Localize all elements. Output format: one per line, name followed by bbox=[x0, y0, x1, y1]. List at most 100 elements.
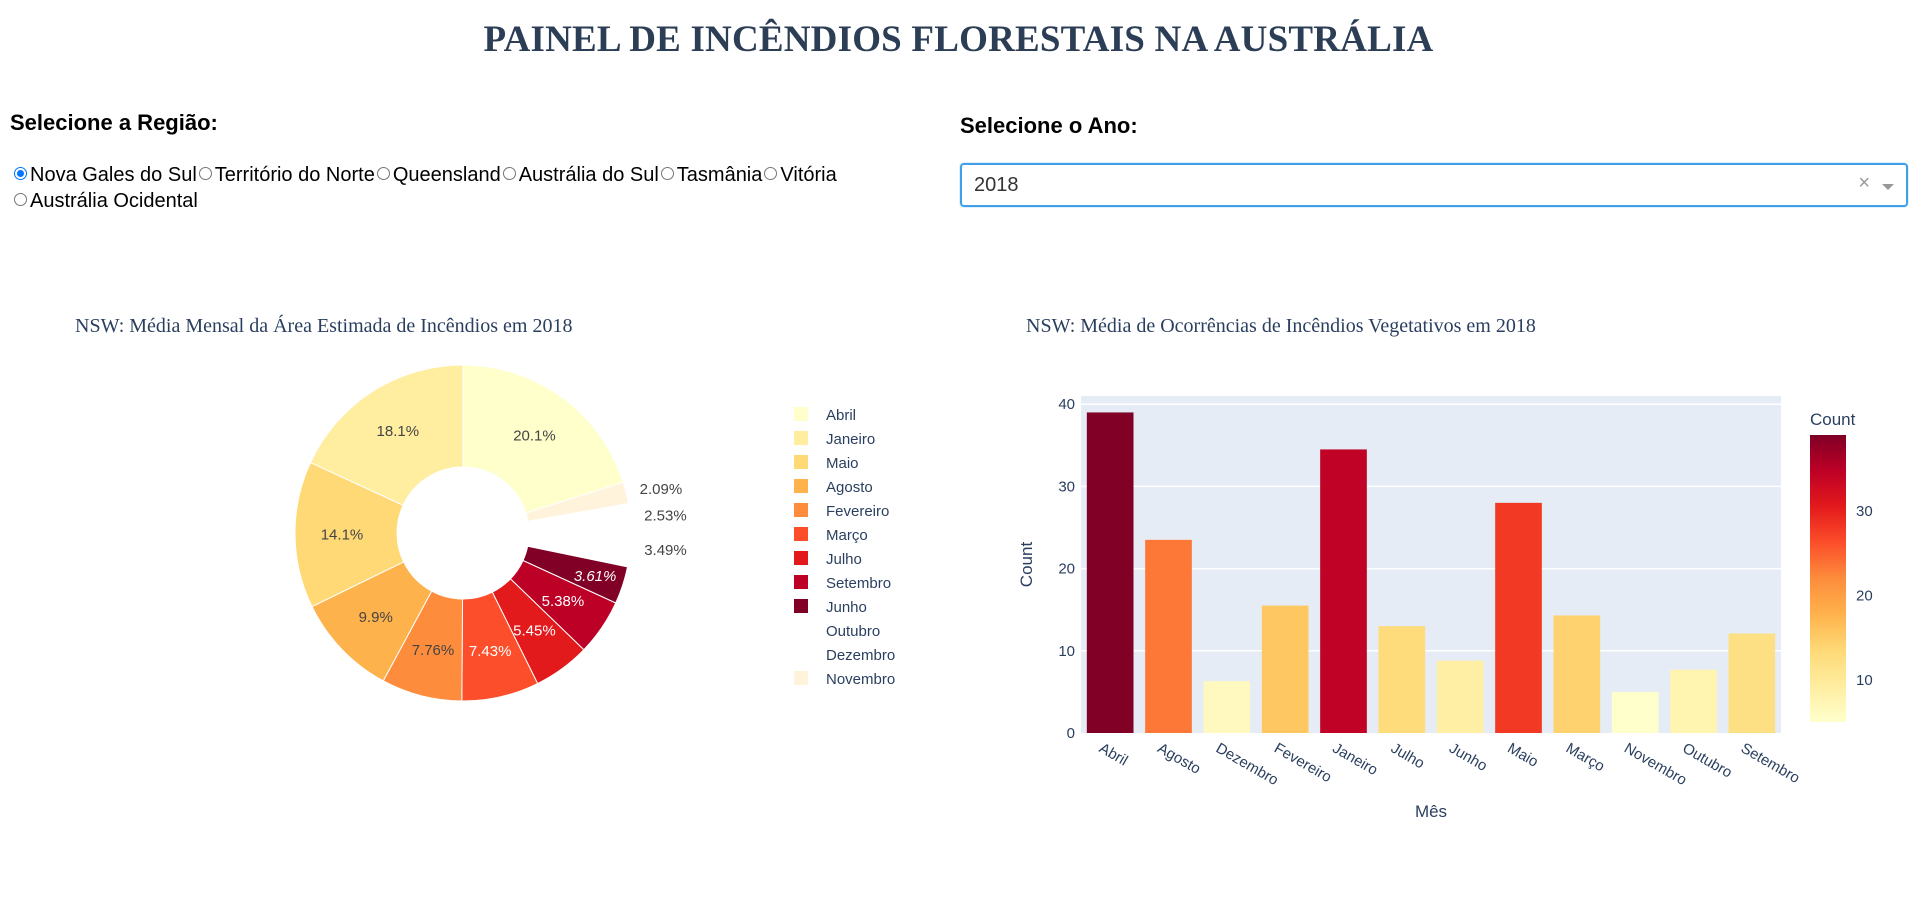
y-tick-label: 10 bbox=[1058, 643, 1075, 660]
legend-swatch[interactable] bbox=[794, 623, 808, 637]
clear-icon[interactable]: × bbox=[1858, 172, 1870, 194]
x-tick-label: Março bbox=[1563, 740, 1608, 776]
x-tick-label: Julho bbox=[1388, 740, 1428, 773]
region-selector-label: Selecione a Região: bbox=[10, 110, 218, 135]
pie-slice[interactable] bbox=[309, 364, 464, 506]
region-option[interactable]: Território do Norte bbox=[198, 162, 375, 188]
bar[interactable] bbox=[1261, 605, 1309, 733]
legend-label[interactable]: Fevereiro bbox=[826, 503, 889, 520]
pie-slice-label: 5.45% bbox=[513, 623, 556, 640]
x-tick-label: Dezembro bbox=[1213, 740, 1281, 789]
region-option-label: Queensland bbox=[392, 164, 501, 186]
bar-chart-title: NSW: Média de Ocorrências de Incêndios V… bbox=[1026, 315, 1536, 337]
bar[interactable] bbox=[1203, 681, 1251, 733]
legend-swatch[interactable] bbox=[794, 599, 808, 613]
bar[interactable] bbox=[1728, 633, 1776, 733]
y-tick-label: 30 bbox=[1058, 478, 1075, 495]
bar[interactable] bbox=[1320, 449, 1367, 733]
x-tick-label: Janeiro bbox=[1330, 740, 1381, 779]
legend-label[interactable]: Março bbox=[826, 527, 868, 544]
legend-swatch[interactable] bbox=[794, 479, 808, 493]
pie-slice-label: 7.76% bbox=[412, 642, 455, 659]
legend-label[interactable]: Julho bbox=[826, 551, 862, 568]
region-option[interactable]: Vitória bbox=[764, 162, 837, 188]
colorbar-tick-label: 30 bbox=[1856, 503, 1873, 520]
chevron-down-icon[interactable] bbox=[1882, 184, 1894, 190]
pie-slice-label: 18.1% bbox=[377, 423, 420, 440]
x-tick-label: Maio bbox=[1505, 740, 1542, 771]
legend-label[interactable]: Dezembro bbox=[826, 647, 895, 664]
pie-slice[interactable] bbox=[294, 461, 405, 608]
colorbar-tick-label: 20 bbox=[1856, 587, 1873, 604]
region-option-label: Tasmânia bbox=[676, 164, 763, 186]
x-tick-label: Novembro bbox=[1621, 740, 1689, 789]
x-tick-label: Junho bbox=[1446, 740, 1490, 775]
pie-slice-label: 5.38% bbox=[542, 593, 585, 610]
bar[interactable] bbox=[1086, 412, 1134, 733]
region-option-label: Austrália do Sul bbox=[518, 164, 659, 186]
region-option-label: Nova Gales do Sul bbox=[30, 164, 197, 186]
legend-label[interactable]: Junho bbox=[826, 599, 867, 616]
region-option[interactable]: Queensland bbox=[376, 162, 501, 188]
x-tick-label: Setembro bbox=[1738, 740, 1803, 787]
x-axis-title: Mês bbox=[1415, 802, 1447, 821]
colorbar bbox=[1810, 435, 1846, 722]
pie-slice-label: 7.43% bbox=[469, 643, 512, 660]
region-option[interactable]: Austrália Ocidental bbox=[14, 188, 198, 214]
region-option-label: Austrália Ocidental bbox=[30, 190, 198, 212]
legend-label[interactable]: Novembro bbox=[826, 671, 895, 688]
bar[interactable] bbox=[1611, 691, 1659, 733]
radio-button[interactable] bbox=[198, 167, 212, 180]
pie-slice-label: 14.1% bbox=[321, 526, 364, 543]
region-option[interactable]: Tasmânia bbox=[660, 162, 763, 188]
legend-swatch[interactable] bbox=[794, 671, 808, 685]
pie-slice[interactable] bbox=[462, 364, 624, 514]
legend-label[interactable]: Setembro bbox=[826, 575, 891, 592]
legend-swatch[interactable] bbox=[794, 551, 808, 565]
radio-button[interactable] bbox=[14, 167, 27, 180]
pie-slice-label: 9.9% bbox=[359, 609, 393, 626]
year-dropdown-value: 2018 bbox=[974, 174, 1019, 196]
region-radio-group: Nova Gales do Sul Território do Norte Quee… bbox=[14, 162, 914, 214]
pie-slice-label: 2.53% bbox=[644, 507, 687, 524]
legend-label[interactable]: Abril bbox=[826, 407, 856, 424]
year-dropdown[interactable]: 2018 × bbox=[960, 163, 1908, 207]
legend-swatch[interactable] bbox=[794, 503, 808, 517]
region-option[interactable]: Austrália do Sul bbox=[502, 162, 659, 188]
pie-chart-title: NSW: Média Mensal da Área Estimada de In… bbox=[75, 315, 573, 337]
colorbar-title: Count bbox=[1810, 410, 1856, 429]
radio-button[interactable] bbox=[14, 193, 27, 206]
legend-label[interactable]: Outubro bbox=[826, 623, 880, 640]
legend-swatch[interactable] bbox=[794, 647, 808, 661]
y-tick-label: 20 bbox=[1058, 561, 1075, 578]
page-title: PAINEL DE INCÊNDIOS FLORESTAIS NA AUSTRÁ… bbox=[483, 19, 1434, 60]
radio-button[interactable] bbox=[502, 167, 516, 180]
bar[interactable] bbox=[1670, 669, 1717, 733]
legend-swatch[interactable] bbox=[794, 527, 808, 541]
y-tick-label: 0 bbox=[1067, 725, 1075, 742]
y-tick-label: 40 bbox=[1058, 396, 1075, 413]
bar[interactable] bbox=[1145, 539, 1192, 733]
bar[interactable] bbox=[1436, 660, 1484, 733]
region-option-label: Território do Norte bbox=[214, 164, 375, 186]
pie-slice-label: 3.61% bbox=[574, 568, 617, 585]
region-option-label: Vitória bbox=[780, 164, 837, 186]
radio-button[interactable] bbox=[376, 167, 390, 180]
region-option[interactable]: Nova Gales do Sul bbox=[14, 162, 197, 188]
legend-label[interactable]: Maio bbox=[826, 455, 859, 472]
legend-label[interactable]: Agosto bbox=[826, 479, 873, 496]
legend-swatch[interactable] bbox=[794, 575, 808, 589]
y-axis-title: Count bbox=[1017, 542, 1036, 588]
radio-button[interactable] bbox=[660, 167, 674, 180]
legend-swatch[interactable] bbox=[794, 455, 808, 469]
bar[interactable] bbox=[1495, 502, 1542, 733]
radio-button[interactable] bbox=[764, 167, 778, 180]
legend-swatch[interactable] bbox=[794, 431, 808, 445]
bar[interactable] bbox=[1378, 626, 1426, 733]
bar[interactable] bbox=[1553, 615, 1601, 733]
legend-swatch[interactable] bbox=[794, 407, 808, 421]
plot-area bbox=[1081, 396, 1781, 733]
legend-label[interactable]: Janeiro bbox=[826, 431, 875, 448]
pie-chart: 20.1% 2.09% 2.53% 3.49% 3.61% 5.38% 5.45%7.43%… bbox=[294, 364, 895, 702]
pie-slice-label: 2.09% bbox=[640, 481, 683, 498]
